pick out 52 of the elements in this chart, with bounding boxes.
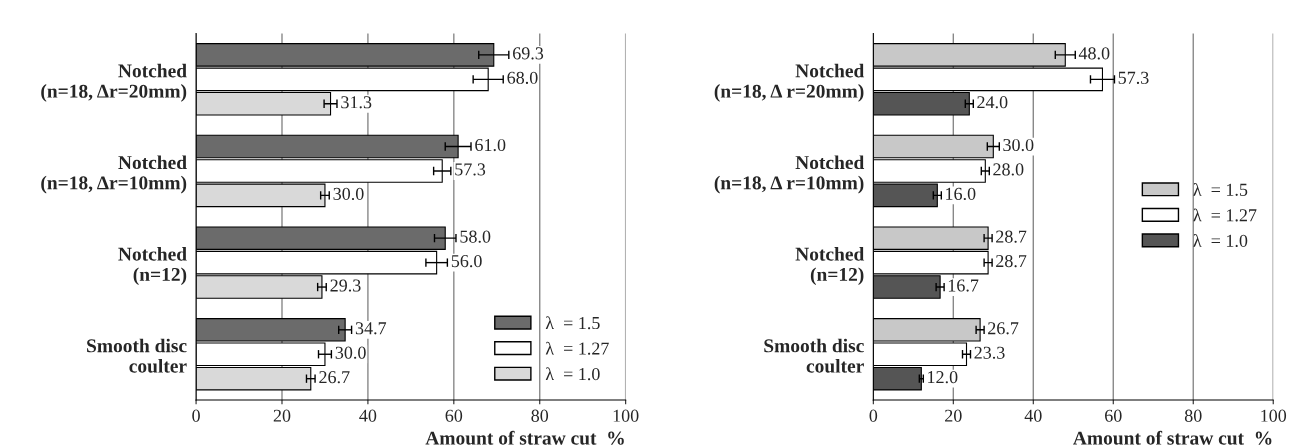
data-label: 12.0 [928,371,958,384]
data-label: 61.0 [475,138,506,152]
legend-label: λ = 1.0 [545,367,600,381]
y-tick-label: Smooth disc coulter [87,338,187,373]
legend-label: λ = 1.5 [545,316,600,330]
data-label: 57.3 [455,163,486,176]
data-label: 28.7 [996,254,1027,268]
legend-label: λ = 1.27 [1193,208,1257,222]
data-label: 29.3 [330,279,361,292]
data-label: 48.0 [1078,47,1110,60]
data-label: 34.7 [355,322,387,335]
x-tick-label: 80 [1184,409,1202,422]
y-tick-label: Notched (n=18, Δr=20mm) [41,63,187,102]
y-tick-label: Notched (n=18, Δr=10mm) [41,155,187,194]
data-label: 31.3 [341,96,372,109]
data-label: 69.3 [513,47,544,60]
x-tick-label: 60 [445,409,463,422]
data-label: 26.7 [319,371,350,384]
data-label: 30.0 [1003,138,1034,152]
data-label: 68.0 [507,71,538,84]
x-tick-label: 40 [1024,409,1042,422]
x-tick-label: 20 [273,409,291,422]
x-tick-label: 0 [192,409,200,422]
data-label: 30.0 [333,187,364,201]
legend-label: λ = 1.27 [545,341,609,355]
x-axis-title: Amount of straw cut % [425,430,624,445]
data-label: 16.7 [948,279,979,292]
data-label: 58.0 [460,230,491,243]
data-label: 56.0 [451,254,482,268]
data-label: 28.7 [996,230,1027,243]
x-axis-title: Amount of straw cut % [1073,430,1272,445]
x-tick-label: 20 [945,409,962,422]
y-tick-label: Notched (n=18, Δ r=20mm) [714,63,865,102]
data-label: 23.3 [974,346,1005,359]
y-tick-label: Notched (n=18, Δ r=10mm) [714,155,865,194]
y-tick-label: Smooth disc coulter [764,338,864,373]
data-label: 57.3 [1118,71,1149,84]
x-tick-label: 80 [531,409,549,422]
x-tick-label: 0 [869,409,878,422]
legend-label: λ = 1.5 [1193,182,1248,196]
x-tick-label: 60 [1105,409,1122,422]
data-label: 24.0 [977,96,1008,109]
legend-label: λ = 1.0 [1193,233,1248,247]
y-tick-label: Notched (n=12) [118,247,187,286]
data-label: 28.0 [993,163,1024,176]
data-label: 16.0 [946,187,976,201]
y-tick-label: Notched (n=12) [795,247,865,286]
data-label: 30.0 [335,346,366,359]
x-tick-label: 100 [1261,409,1287,422]
data-label: 26.7 [988,322,1019,335]
x-tick-label: 100 [613,409,639,422]
x-tick-label: 40 [359,409,377,422]
